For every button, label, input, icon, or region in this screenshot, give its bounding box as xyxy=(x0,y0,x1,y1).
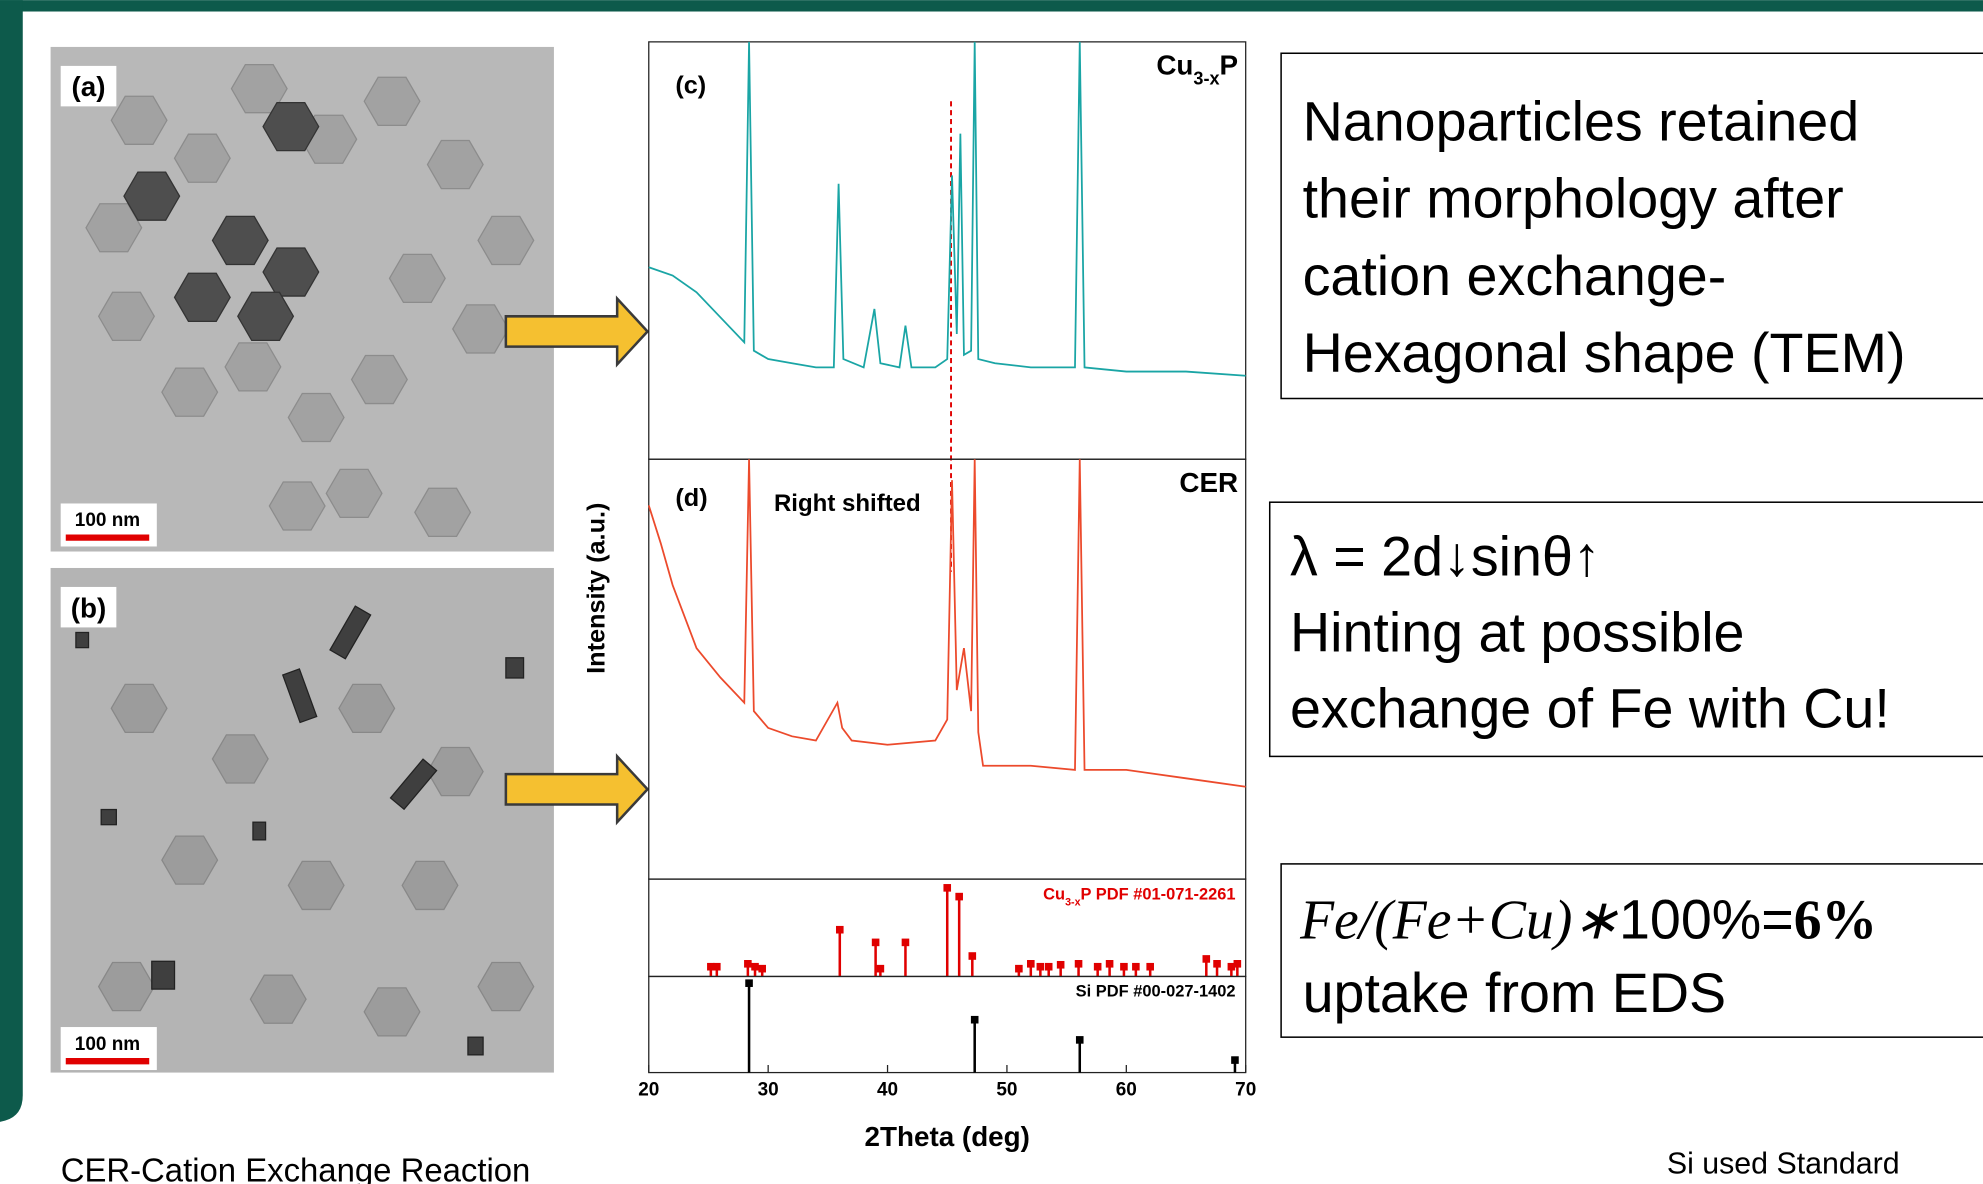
panel-tag: Si PDF #00-027-1402 xyxy=(1076,983,1236,1001)
reference-marker xyxy=(1015,964,1023,973)
reference-marker xyxy=(876,964,885,973)
panel-tag: Cu3-xP xyxy=(1156,50,1238,89)
note-uptake: Fe/(Fe+Cu)∗100%=6% uptake from EDS xyxy=(1280,863,1983,1038)
note-line: Nanoparticles retained xyxy=(1303,91,1860,153)
formula-part: Fe/(Fe+Cu)∗ xyxy=(1299,890,1619,952)
label-part: CER xyxy=(1179,467,1238,498)
panel-label: (a) xyxy=(72,71,106,102)
note-morphology: Nanoparticles retained their morphology … xyxy=(1280,52,1983,400)
arrow xyxy=(504,753,650,826)
panel-frame xyxy=(648,975,1247,1074)
note-line: uptake from EDS xyxy=(1303,962,1727,1024)
x-tick-label: 60 xyxy=(1116,1079,1137,1100)
scale-bar-label: 100 nm xyxy=(75,1034,140,1055)
reference-marker xyxy=(970,1015,979,1024)
x-tick-label: 30 xyxy=(758,1079,779,1100)
reference-marker xyxy=(835,925,844,934)
panel-label: (d) xyxy=(675,484,707,512)
reference-marker xyxy=(1093,962,1102,971)
note-line: exchange of Fe with Cu! xyxy=(1290,677,1890,739)
formula-part: 100%= xyxy=(1619,889,1794,951)
x-tick-label: 40 xyxy=(877,1079,898,1100)
reference-marker xyxy=(1044,962,1053,971)
note-line: λ = 2d↓sinθ↑ xyxy=(1290,526,1601,588)
reference-marker xyxy=(1227,962,1236,971)
x-tick-label: 50 xyxy=(996,1079,1017,1100)
footer-right: Si used Standard xyxy=(1667,1148,1900,1181)
formula: Fe/(Fe+Cu)∗100%=6% xyxy=(1299,889,1877,952)
reference-marker xyxy=(1075,1036,1084,1044)
left-bar xyxy=(0,0,23,1122)
panel-tag: CER xyxy=(1179,467,1238,498)
x-tick-label: 20 xyxy=(638,1079,659,1100)
reference-marker xyxy=(1231,1056,1239,1064)
panel-tag: Cu3-xP PDF #01-071-2261 xyxy=(1043,885,1235,908)
x-axis-label: 2Theta (deg) xyxy=(865,1121,1030,1152)
reference-marker xyxy=(871,938,880,947)
reference-marker xyxy=(1120,962,1128,971)
label-part: 3-x xyxy=(1065,896,1080,908)
formula-part: 6% xyxy=(1794,890,1877,952)
label-part: Si PDF #00-027-1402 xyxy=(1076,983,1236,1001)
reference-marker xyxy=(1202,955,1211,963)
panel-label: (c) xyxy=(675,72,706,100)
panel-label: (b) xyxy=(71,592,107,623)
tem-image-a: (a) 100 nm xyxy=(50,46,554,552)
note-bragg: λ = 2d↓sinθ↑ Hinting at possible exchang… xyxy=(1268,501,1983,758)
reference-marker xyxy=(1146,962,1154,971)
panel-frame xyxy=(648,458,1247,880)
reference-marker xyxy=(1132,962,1140,971)
arrow xyxy=(504,295,650,368)
reference-marker xyxy=(1213,960,1221,968)
reference-marker xyxy=(1233,960,1242,968)
reference-marker xyxy=(707,962,715,971)
label-part: P xyxy=(1220,50,1239,81)
top-bar xyxy=(0,0,1983,12)
xrd-trace xyxy=(648,41,1246,377)
xrd-chart: Intensity (a.u.) 2Theta (deg) (c) (d) Ri… xyxy=(583,41,1256,1152)
reference-marker xyxy=(943,884,952,892)
note-line: cation exchange- xyxy=(1303,245,1727,307)
reference-marker xyxy=(745,979,753,987)
annotation: Right shifted xyxy=(774,490,921,517)
panel-frame xyxy=(648,41,1247,460)
reference-marker xyxy=(1027,960,1035,968)
reference-marker xyxy=(758,964,766,973)
tem-image-b: (b) 100 nm xyxy=(50,567,554,1073)
scale-bar-label: 100 nm xyxy=(75,510,140,531)
label-part: Cu xyxy=(1156,50,1193,81)
reference-marker xyxy=(968,952,977,960)
y-axis-label: Intensity (a.u.) xyxy=(583,503,611,674)
reference-marker xyxy=(1056,960,1065,969)
note-line: their morphology after xyxy=(1303,168,1844,230)
reference-marker xyxy=(744,960,752,968)
label-part: Cu xyxy=(1043,885,1065,903)
label-part: 3-x xyxy=(1193,69,1219,89)
footer-left: CER-Cation Exchange Reaction xyxy=(61,1151,531,1184)
reference-marker xyxy=(1074,960,1083,968)
label-part: P PDF #01-071-2261 xyxy=(1081,885,1236,903)
x-tick-label: 70 xyxy=(1235,1079,1256,1100)
reference-marker xyxy=(751,962,759,971)
note-line: Hinting at possible xyxy=(1290,601,1745,663)
reference-marker xyxy=(901,938,910,947)
reference-marker xyxy=(713,962,721,971)
reference-marker xyxy=(955,892,963,901)
reference-marker xyxy=(1105,960,1114,968)
xrd-trace xyxy=(647,459,1246,788)
note-line: Hexagonal shape (TEM) xyxy=(1303,322,1906,384)
reference-marker xyxy=(1036,962,1045,971)
